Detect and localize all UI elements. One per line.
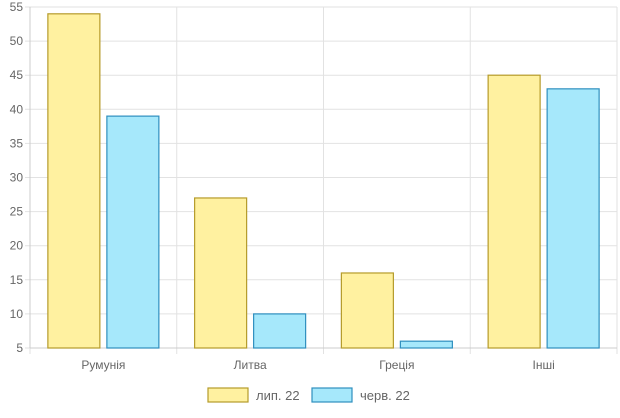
x-tick-label: Литва	[234, 358, 267, 372]
bar-series-1	[47, 13, 101, 349]
x-tick-label: Інші	[532, 358, 554, 372]
y-tick-label: 10	[10, 307, 24, 321]
bar-series-2	[106, 115, 160, 349]
bar-series-2	[546, 88, 600, 349]
bar-series-2	[253, 313, 307, 349]
bar-series-1	[194, 197, 248, 349]
y-tick-label: 20	[10, 239, 24, 253]
y-tick-label: 35	[10, 136, 24, 150]
y-tick-label: 30	[10, 171, 24, 185]
y-tick-label: 25	[10, 205, 24, 219]
y-tick-label: 5	[16, 341, 23, 355]
bar-series-1	[340, 272, 394, 349]
bar-series-2	[399, 340, 453, 349]
y-tick-label: 15	[10, 273, 24, 287]
legend-label: лип. 22	[256, 388, 300, 403]
legend-label: черв. 22	[360, 388, 410, 403]
y-tick-label: 55	[10, 0, 24, 14]
y-tick-label: 45	[10, 68, 24, 82]
legend-swatch	[207, 387, 249, 403]
y-tick-label: 50	[10, 34, 24, 48]
bar-series-1	[487, 74, 541, 349]
y-tick-label: 40	[10, 102, 24, 116]
x-tick-label: Румунія	[81, 358, 125, 372]
legend-swatch	[311, 387, 353, 403]
x-tick-label: Греція	[379, 358, 414, 372]
